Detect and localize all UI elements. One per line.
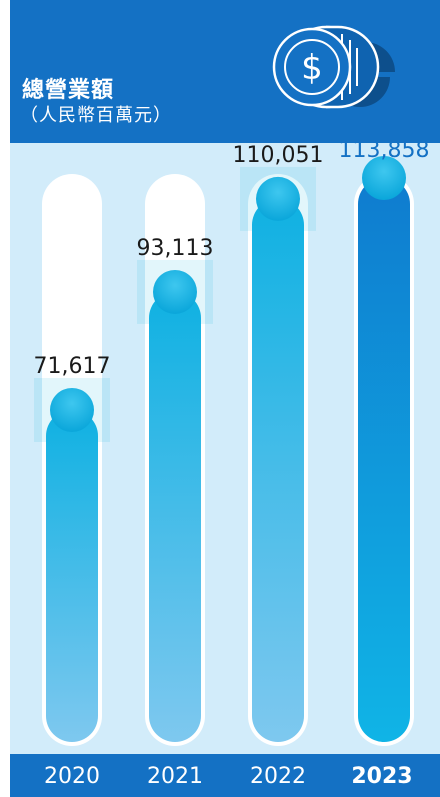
svg-text:$: $ bbox=[301, 48, 323, 88]
value-label-2023: 113,858 bbox=[338, 138, 430, 163]
bar-knob-2023 bbox=[362, 156, 406, 200]
bar-2021 bbox=[149, 291, 201, 742]
bar-knob-2022 bbox=[256, 176, 300, 221]
bar-2020 bbox=[46, 410, 98, 742]
chart-title: 總營業額 bbox=[22, 78, 115, 103]
bar-2023 bbox=[358, 178, 410, 742]
value-label-2022: 110,051 bbox=[232, 142, 324, 168]
value-label-2020: 71,617 bbox=[33, 354, 111, 379]
chart-subtitle: （人民幣百萬元） bbox=[20, 105, 172, 126]
bar-knob-2020 bbox=[50, 388, 94, 432]
x-tick-2021: 2021 bbox=[147, 764, 203, 789]
header-icons: $ bbox=[268, 22, 418, 132]
x-tick-2023: 2023 bbox=[351, 764, 413, 789]
dollar-coin-icon: $ bbox=[272, 25, 380, 109]
bar-2022 bbox=[252, 198, 304, 742]
footer-band bbox=[10, 754, 440, 797]
x-tick-2022: 2022 bbox=[250, 764, 306, 789]
x-tick-2020: 2020 bbox=[44, 764, 100, 789]
value-label-2021: 93,113 bbox=[136, 235, 214, 261]
bar-knob-2021 bbox=[153, 269, 197, 314]
